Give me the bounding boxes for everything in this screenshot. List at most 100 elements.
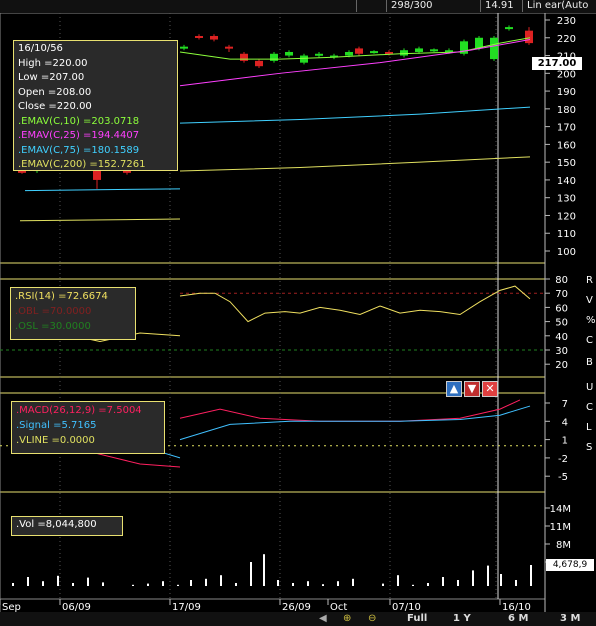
volume-bar — [292, 583, 294, 586]
volume-bar — [220, 575, 222, 586]
candle-body — [355, 48, 363, 54]
ema200-line — [179, 156, 531, 172]
info-ema75: .EMAV(C,75) =180.1589 — [18, 144, 140, 156]
volume-bar — [235, 583, 237, 586]
x-axis-label: 17/09 — [172, 602, 201, 613]
macd-tick-label: 7 — [562, 399, 568, 410]
info-obl: .OBL =70.0000 — [15, 306, 92, 317]
candle-body — [525, 30, 533, 44]
info-ema200: .EMAV(C,200) =152.7261 — [18, 159, 146, 170]
volume-bar — [322, 584, 324, 586]
volume-bar — [263, 554, 265, 586]
signal-line — [179, 405, 531, 441]
ema10-line — [179, 37, 531, 60]
info-date: 16/10/56 — [18, 43, 63, 54]
info-vline: .VLINE =0.0000 — [16, 435, 95, 446]
price-tick-label: 230 — [557, 16, 576, 27]
price-tick-label: 130 — [557, 194, 576, 205]
bottom-bar: ◀ ⊕ ⊖ Full 1 Y 6 M 3 M — [0, 612, 596, 626]
volume-bar — [337, 581, 339, 586]
volume-bar — [42, 581, 44, 586]
macd-info-box: .MACD(26,12,9) =7.5004 .Signal =5.7165 .… — [11, 401, 165, 454]
x-axis-label: 06/09 — [62, 602, 91, 613]
volume-bar — [277, 580, 279, 586]
info-low: Low =207.00 — [18, 72, 85, 83]
volume-bar — [27, 577, 29, 586]
price-tick-label: 220 — [557, 34, 576, 45]
sidebar-letter: B — [586, 357, 593, 368]
info-high: High =220.00 — [18, 57, 88, 69]
top-toolbar: 298/300 14.91 Lin ear(Auto — [0, 0, 596, 14]
volume-tick-label: 11M — [550, 522, 571, 533]
volume-bar — [57, 575, 59, 586]
scale-mode[interactable]: Lin ear(Auto — [522, 0, 592, 12]
range-6m-button[interactable]: 6 M — [508, 613, 529, 624]
info-osl: .OSL =30.0000 — [15, 321, 91, 332]
volume-bar — [397, 575, 399, 586]
candle-body — [270, 53, 278, 61]
candle-body — [415, 48, 423, 52]
price-tick-label: 160 — [557, 140, 576, 151]
rsi-tick-label: 40 — [555, 332, 568, 343]
volume-bar — [147, 583, 149, 586]
info-close: Close =220.00 — [18, 101, 92, 112]
zoom-out-icon[interactable]: ⊖ — [368, 613, 377, 624]
macd-tick-label: 4 — [562, 417, 568, 428]
volume-bar — [87, 577, 89, 586]
ema75-line-left — [24, 188, 181, 192]
macd-line-left — [89, 451, 181, 468]
move-up-button[interactable]: ▲ — [446, 381, 462, 397]
rsi-tick-label: 50 — [555, 318, 568, 329]
x-axis-label: 26/09 — [282, 602, 311, 613]
candle-body — [300, 55, 308, 63]
candle-body — [400, 50, 408, 56]
scroll-left-icon[interactable]: ◀ — [319, 613, 327, 624]
volume-bar — [352, 578, 354, 586]
range-1y-button[interactable]: 1 Y — [453, 613, 471, 624]
range-3m-button[interactable]: 3 M — [560, 613, 581, 624]
rsi-line — [179, 285, 531, 323]
info-signal: .Signal =5.7165 — [16, 420, 97, 431]
price-tick-label: 180 — [557, 105, 576, 116]
volume-bar — [442, 577, 444, 586]
x-axis-label: Oct — [330, 602, 347, 613]
rsi-info-box: .RSI(14) =72.6674 .OBL =70.0000 .OSL =30… — [10, 287, 136, 340]
price-tick-label: 140 — [557, 176, 576, 187]
sidebar-letter: C — [586, 335, 593, 346]
candle-body — [385, 51, 393, 54]
candle-body — [475, 37, 483, 49]
volume-bar — [177, 584, 179, 586]
zoom-in-icon[interactable]: ⊕ — [343, 613, 352, 624]
volume-tick-label: 14M — [550, 504, 571, 515]
volume-bar — [72, 583, 74, 586]
candle-body — [315, 53, 323, 56]
candle-body — [345, 51, 353, 56]
candle-body — [180, 46, 188, 49]
candle-body — [225, 46, 233, 49]
candle-body — [195, 35, 203, 38]
rsi-tick-label: 80 — [555, 275, 568, 286]
candle-body — [505, 27, 513, 30]
volume-tick-label: 8M — [556, 540, 571, 551]
volume-bar — [132, 584, 134, 586]
price-tick-label: 120 — [557, 211, 576, 222]
ema25-line — [179, 39, 531, 87]
info-ema10: .EMAV(C,10) =203.0718 — [18, 115, 140, 127]
volume-bar — [530, 565, 532, 586]
volume-bar — [500, 574, 502, 586]
volume-bar — [472, 570, 474, 586]
price-tick-label: 170 — [557, 123, 576, 134]
bar-counter: 298/300 — [386, 0, 437, 12]
info-rsi: .RSI(14) =72.6674 — [15, 291, 108, 302]
move-down-button[interactable]: ▼ — [464, 381, 480, 397]
candle-body — [285, 51, 293, 56]
price-info-box: 16/10/56 High =220.00 Low =207.00 Open =… — [13, 40, 178, 171]
x-axis-label: Sep — [2, 602, 21, 613]
volume-bar — [515, 580, 517, 586]
sidebar-letter: S — [586, 442, 592, 453]
price-tick-label: 110 — [557, 229, 576, 240]
close-panel-button[interactable]: ✕ — [482, 381, 498, 397]
rsi-tick-label: 30 — [555, 346, 568, 357]
candle-body — [210, 35, 218, 40]
range-full-button[interactable]: Full — [407, 613, 428, 624]
